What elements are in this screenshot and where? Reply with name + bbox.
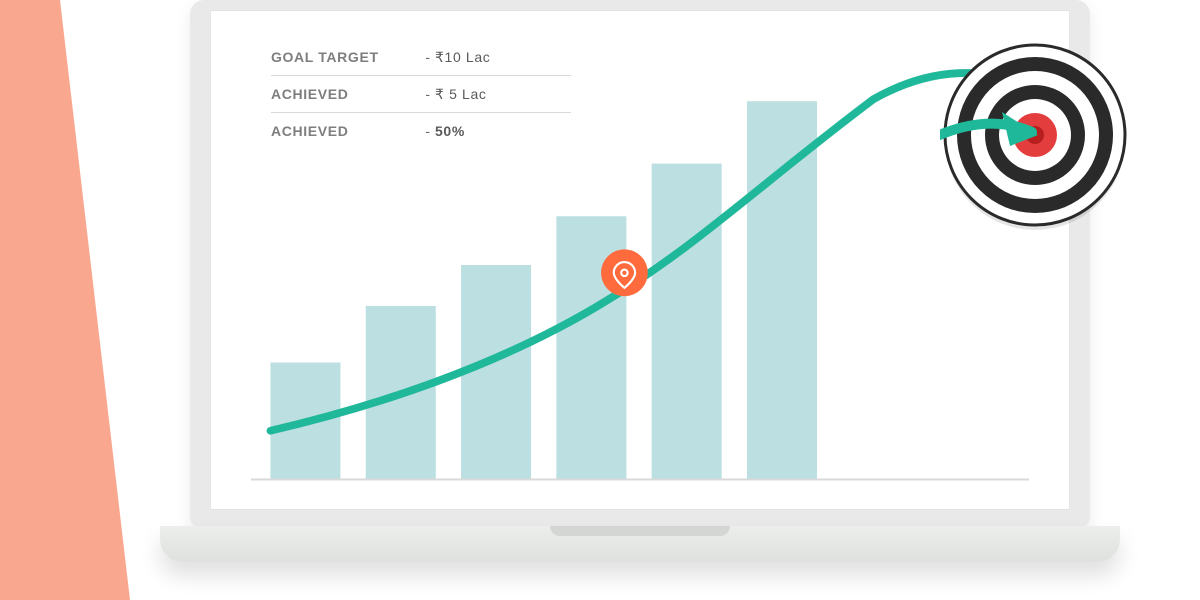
accent-wedge	[0, 0, 140, 600]
laptop-mockup: GOAL TARGET - ₹10 Lac ACHIEVED - ₹ 5 Lac…	[160, 0, 1120, 590]
accent-polygon	[0, 0, 130, 600]
laptop-bezel: GOAL TARGET - ₹10 Lac ACHIEVED - ₹ 5 Lac…	[190, 0, 1090, 530]
stats-panel: GOAL TARGET - ₹10 Lac ACHIEVED - ₹ 5 Lac…	[271, 39, 571, 149]
laptop-base	[160, 526, 1120, 562]
progress-marker	[601, 249, 648, 296]
stat-dash: -	[421, 123, 435, 139]
target-bullseye	[940, 40, 1130, 230]
stat-value: 50%	[435, 123, 465, 139]
stat-value: ₹10 Lac	[435, 49, 490, 66]
stat-value: ₹ 5 Lac	[435, 86, 487, 103]
target-svg	[940, 40, 1130, 230]
target-rings	[945, 45, 1125, 225]
stats-row-achieved-amount: ACHIEVED - ₹ 5 Lac	[271, 76, 571, 113]
accent-svg	[0, 0, 140, 600]
stat-dash: -	[421, 49, 435, 65]
target-ring	[1026, 126, 1044, 144]
bars-group	[270, 101, 817, 479]
bar	[652, 164, 722, 480]
stat-label: ACHIEVED	[271, 86, 421, 102]
stats-row-achieved-percent: ACHIEVED - 50%	[271, 113, 571, 149]
stat-label: ACHIEVED	[271, 123, 421, 139]
bar	[747, 101, 817, 479]
stat-dash: -	[421, 86, 435, 102]
stat-label: GOAL TARGET	[271, 49, 421, 65]
stats-row-goal-target: GOAL TARGET - ₹10 Lac	[271, 39, 571, 76]
